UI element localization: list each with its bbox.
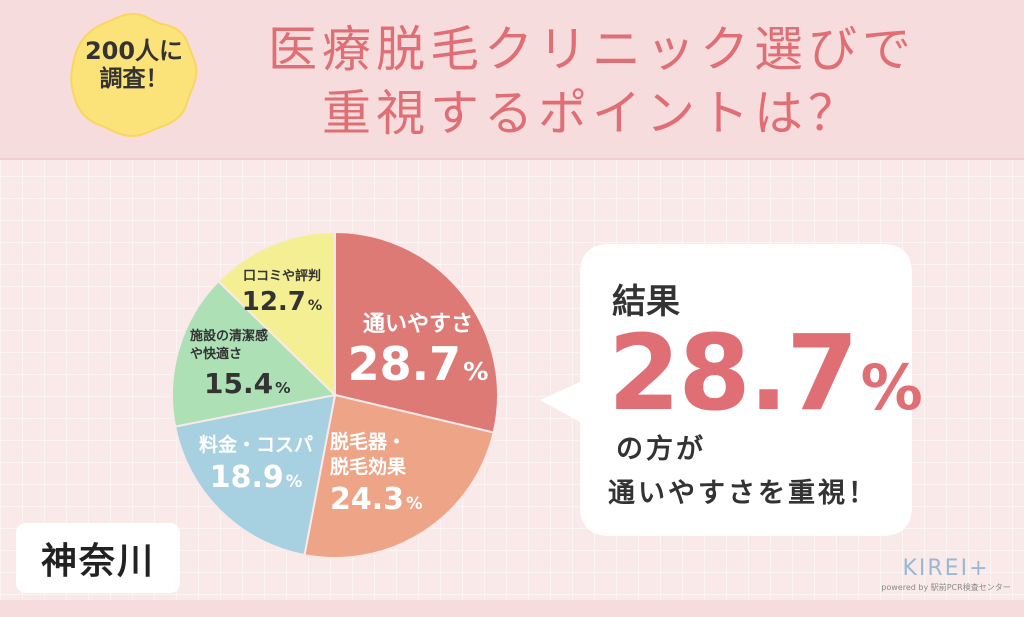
slice-value-unit: % (285, 472, 303, 491)
slice-name: 料金・コスパ (198, 434, 313, 456)
callout-line-1: の方が (616, 434, 706, 465)
result-callout (540, 244, 912, 536)
slice-value-unit: % (406, 494, 423, 513)
slice-label-commute: 通いやすさ 28.7% (338, 306, 498, 398)
callout-value-number: 28.7 (608, 312, 859, 434)
slice-name: 通いやすさ (362, 312, 473, 337)
badge-burst-shape (70, 12, 198, 138)
slice-name-1: 施設の清潔感 (190, 329, 269, 344)
pie-slice-commute (334, 230, 499, 434)
survey-badge (70, 12, 198, 138)
pie-chart (171, 230, 499, 559)
slice-value: 18.9% (188, 458, 324, 502)
badge-text: 200人に 調査！ (66, 37, 202, 92)
slice-name-1: 脱毛器・ (330, 431, 407, 453)
slice-value: 12.7% (232, 286, 332, 322)
slice-value-unit: % (275, 379, 291, 397)
slice-value-number: 18.9 (209, 460, 284, 495)
footer-band (0, 600, 1024, 617)
slice-label-facility: 施設の清潔感 や快適さ 15.4% (190, 328, 310, 408)
region-label: 神奈川 (16, 523, 180, 593)
page-title: 医療脱毛クリニック選びで 重視するポイントは？ (232, 18, 952, 146)
slice-label-reviews: 口コミや評判 12.7% (232, 268, 332, 322)
badge-line-1: 200人に (84, 37, 184, 65)
pie-slice-price (173, 393, 337, 557)
slice-value-unit: % (463, 357, 489, 386)
slice-label-effect: 脱毛器・ 脱毛効果 24.3% (330, 430, 440, 524)
pie-slice-effect (303, 393, 495, 559)
callout-bubble (540, 244, 912, 536)
logo-tagline: powered by 駅前PCR検査センター (881, 583, 1011, 592)
slice-value: 28.7% (338, 338, 498, 398)
slice-value-number: 24.3 (330, 482, 405, 517)
logo-brand: KIREI+ (902, 556, 990, 581)
callout-line-2: 通いやすさを重視！ (608, 478, 878, 509)
title-line-1: 医療脱毛クリニック選びで (267, 21, 916, 78)
slice-value: 24.3% (330, 480, 440, 524)
slice-value-unit: % (307, 298, 323, 314)
slice-label-price: 料金・コスパ 18.9% (188, 432, 324, 502)
slice-value: 15.4% (190, 364, 310, 408)
slice-value-number: 12.7 (241, 287, 306, 317)
slice-value-number: 15.4 (204, 367, 274, 400)
callout-text: の方が 通いやすさを重視！ (608, 428, 878, 516)
brand-logo: KIREI+ powered by 駅前PCR検査センター (880, 556, 1012, 593)
callout-value: 28.7% (608, 318, 923, 443)
callout-heading: 結果 (612, 282, 680, 322)
badge-line-2: 調査！ (99, 65, 169, 92)
pie-slice-facility (171, 279, 338, 428)
pie-slice-reviews (216, 230, 336, 398)
slice-name-2: 脱毛効果 (330, 456, 407, 478)
slice-name-2: や快適さ (190, 347, 243, 362)
slice-name: 口コミや評判 (242, 269, 321, 284)
title-line-2: 重視するポイントは？ (321, 85, 862, 142)
callout-value-unit: % (860, 351, 923, 424)
slice-value-number: 28.7 (347, 337, 462, 391)
